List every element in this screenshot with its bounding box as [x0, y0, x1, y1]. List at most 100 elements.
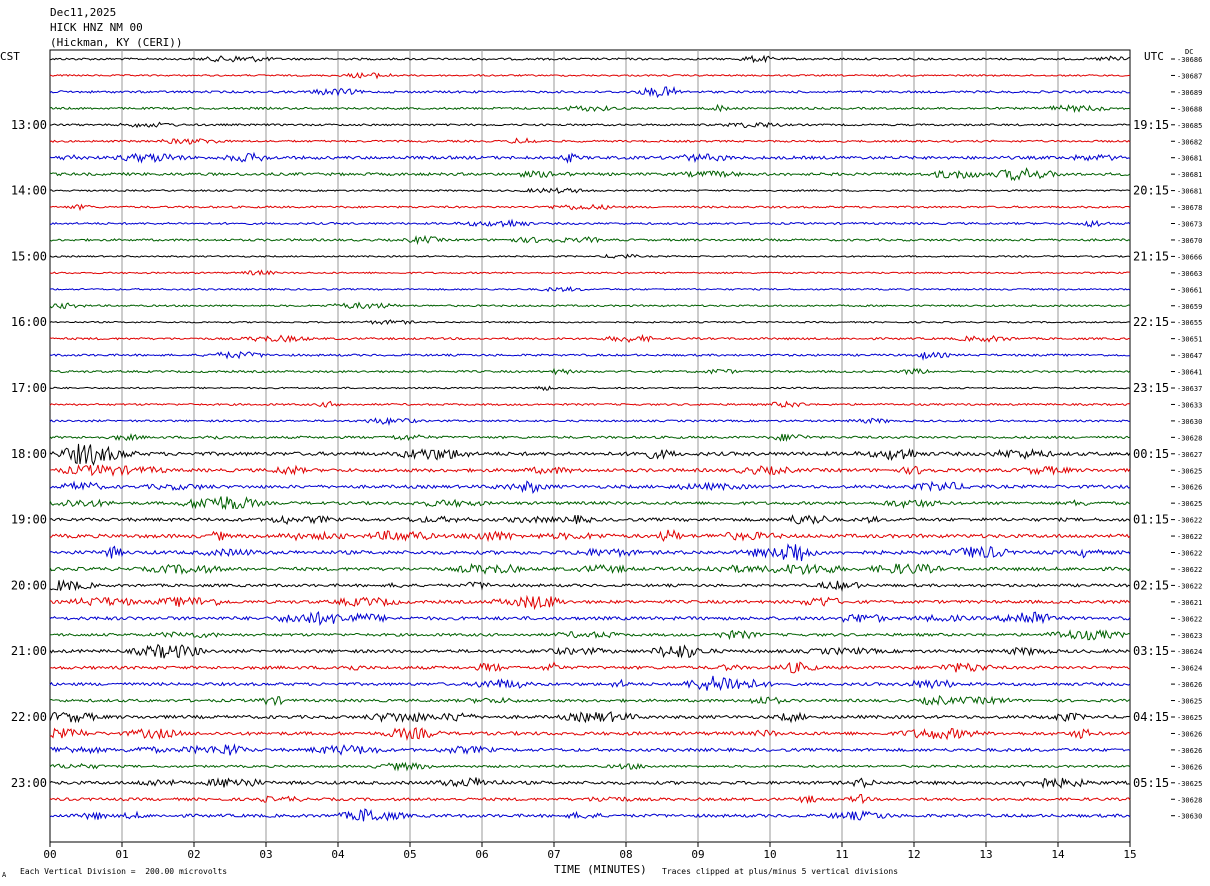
seismic-trace [49, 528, 1131, 543]
seismic-trace [49, 400, 1131, 408]
seismic-trace [49, 367, 1131, 376]
x-tick-label: 08 [619, 848, 632, 861]
x-tick-label: 06 [475, 848, 488, 861]
dc-offset-label: -30685 [1177, 122, 1202, 130]
dc-offset-label: -30625 [1177, 780, 1202, 788]
scale-note: Each Vertical Division = 200.00 microvol… [20, 867, 228, 876]
dc-offset-label: -30622 [1177, 550, 1202, 558]
hour-label-cst: 16:00 [11, 315, 47, 329]
dc-offset-label: -30622 [1177, 566, 1202, 574]
dc-offset-label: -30686 [1177, 56, 1202, 64]
left-timezone-label: CST [0, 50, 20, 63]
clip-note: Traces clipped at plus/minus 5 vertical … [662, 867, 899, 876]
seismic-trace [49, 301, 1131, 310]
seismic-trace [49, 695, 1131, 707]
header-station: HICK HNZ NM 00 [50, 21, 143, 34]
dc-offset-label: -30625 [1177, 500, 1202, 508]
hour-label-utc: 23:15 [1133, 381, 1169, 395]
seismic-trace [49, 743, 1131, 756]
dc-offset-label: -30666 [1177, 253, 1202, 261]
x-tick-label: 15 [1123, 848, 1136, 861]
x-tick-label: 07 [547, 848, 560, 861]
seismic-trace [49, 661, 1131, 674]
dc-offset-label: -30670 [1177, 237, 1202, 245]
dc-offset-label: -30655 [1177, 319, 1202, 327]
dc-offset-label: -30673 [1177, 221, 1202, 229]
plot-header: Dec11,2025 HICK HNZ NM 00 (Hickman, KY (CE… [50, 5, 182, 50]
seismic-trace [49, 463, 1131, 477]
dc-offset-label: -30626 [1177, 763, 1202, 771]
dc-offset-label: -30663 [1177, 270, 1202, 278]
x-axis-title: TIME (MINUTES) [554, 863, 647, 876]
x-tick-label: 02 [187, 848, 200, 861]
dc-offset-label: -30627 [1177, 451, 1202, 459]
dc-offset-label: -30637 [1177, 385, 1202, 393]
dc-offset-label: -30651 [1177, 336, 1202, 344]
hour-label-cst: 13:00 [11, 118, 47, 132]
seismic-trace [49, 151, 1131, 164]
seismic-trace [49, 610, 1131, 626]
seismic-trace [49, 137, 1131, 145]
dc-offset-label: -30687 [1177, 72, 1202, 80]
dc-offset-label: -30626 [1177, 747, 1202, 755]
dc-offset-label: -30628 [1177, 796, 1202, 804]
seismic-trace [49, 643, 1131, 659]
seismic-trace [49, 594, 1131, 611]
hour-label-utc: 04:15 [1133, 710, 1169, 724]
dc-offset-label: -30688 [1177, 105, 1202, 113]
seismic-trace [49, 480, 1131, 495]
dc-offset-label: -30622 [1177, 582, 1202, 590]
dc-offset-label: -30622 [1177, 615, 1202, 623]
seismic-trace [49, 761, 1131, 772]
dc-offset-label: -30628 [1177, 434, 1202, 442]
dc-offset-label: -30630 [1177, 418, 1202, 426]
hour-label-cst: 20:00 [11, 578, 47, 592]
dc-offset-label: -30623 [1177, 632, 1202, 640]
hour-label-cst: 14:00 [11, 184, 47, 198]
seismic-trace [49, 54, 1131, 64]
hour-label-cst: 21:00 [11, 644, 47, 658]
x-tick-label: 12 [907, 848, 920, 861]
hour-label-cst: 23:00 [11, 776, 47, 790]
seismic-trace [49, 443, 1131, 467]
seismic-trace [49, 416, 1131, 426]
seismic-trace [49, 319, 1131, 326]
dc-offset-label: -30626 [1177, 730, 1202, 738]
seismic-trace [49, 86, 1130, 99]
corner-mark: A [2, 871, 7, 879]
hour-label-utc: 21:15 [1133, 249, 1169, 263]
dc-offset-label: -30682 [1177, 138, 1202, 146]
dc-offset-label: -30689 [1177, 89, 1202, 97]
dc-offset-label: -30647 [1177, 352, 1202, 360]
seismic-trace [50, 218, 1131, 228]
seismic-trace [49, 103, 1131, 114]
seismic-trace [49, 269, 1131, 276]
header-location: (Hickman, KY (CERI)) [50, 36, 183, 49]
hour-label-utc: 03:15 [1133, 644, 1169, 658]
seismic-trace [49, 121, 1131, 129]
dc-offset-label: -30681 [1177, 188, 1202, 196]
dc-offset-label: -30681 [1177, 155, 1202, 163]
seismic-trace [49, 514, 1131, 525]
seismic-trace [49, 808, 1131, 822]
header-date: Dec11,2025 [50, 6, 117, 19]
x-tick-label: 09 [691, 848, 704, 861]
hour-label-cst: 15:00 [11, 249, 47, 263]
seismic-trace [49, 562, 1131, 576]
x-tick-label: 01 [115, 848, 128, 861]
seismic-trace [49, 777, 1131, 789]
seismic-trace [49, 234, 1131, 246]
x-tick-label: 10 [763, 848, 776, 861]
dc-offset-label: -30621 [1177, 599, 1202, 607]
x-tick-label: 13 [979, 848, 992, 861]
seismic-trace [49, 385, 1131, 392]
hour-label-cst: 22:00 [11, 710, 47, 724]
dc-offset-label: -30659 [1177, 303, 1202, 311]
dc-offset-label: -30625 [1177, 698, 1202, 706]
x-tick-label: 04 [331, 848, 345, 861]
right-timezone-label: UTC [1144, 50, 1164, 63]
seismic-trace [49, 793, 1131, 805]
dc-offset-label: -30624 [1177, 665, 1202, 673]
hour-label-utc: 02:15 [1133, 578, 1169, 592]
